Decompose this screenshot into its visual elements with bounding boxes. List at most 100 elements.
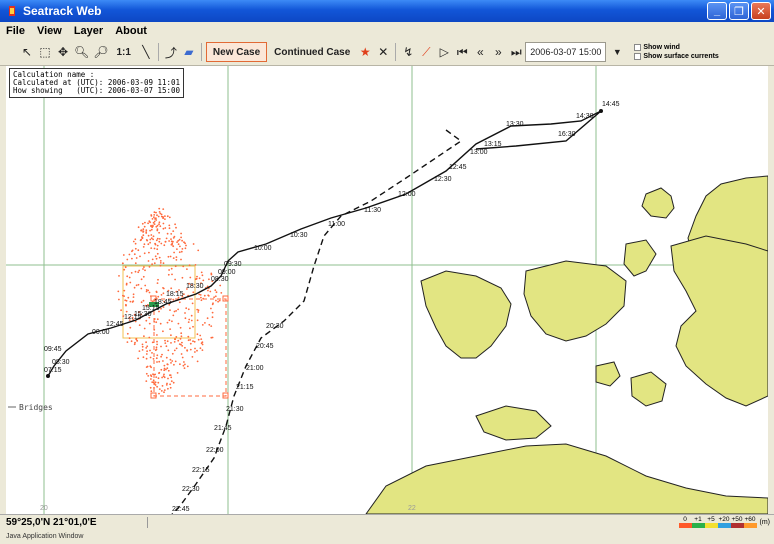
drift-particle — [164, 218, 166, 221]
drift-particle — [140, 229, 143, 232]
depth-swatch — [678, 523, 692, 528]
drift-particle — [142, 299, 145, 302]
drift-particle — [188, 264, 191, 267]
depth-label: 0 — [683, 516, 687, 523]
search-corner-handle[interactable] — [150, 295, 157, 302]
continued-case-button[interactable]: Continued Case — [274, 46, 351, 58]
delete-icon: ✕ — [378, 45, 389, 59]
map-canvas[interactable]: 14:45 14:30 13:30 13:15 16:30 13:00 12:4… — [6, 66, 768, 514]
drift-particle — [178, 238, 181, 241]
track-label: 11:00 — [328, 221, 345, 228]
drift-particle — [141, 349, 144, 351]
drift-particle — [185, 307, 188, 310]
drift-particle — [170, 380, 173, 383]
route-button[interactable]: ⤴ — [162, 42, 180, 62]
menu-view[interactable]: View — [36, 24, 62, 37]
drift-particle — [163, 367, 166, 370]
show-currents-checkbox[interactable]: Show surface currents — [634, 52, 719, 61]
drift-particle — [150, 378, 152, 380]
select-tool-button[interactable]: ↖ — [18, 42, 36, 62]
track-label: 20:30 — [266, 323, 284, 330]
drift-particle — [157, 295, 160, 298]
drift-particle — [151, 352, 153, 354]
drift-particle — [200, 338, 203, 340]
drift-particle — [149, 238, 152, 241]
drift-particle — [147, 243, 150, 246]
drift-particle — [158, 388, 161, 390]
drift-particle — [141, 343, 144, 346]
pan-button[interactable]: ✥ — [54, 42, 72, 62]
pan-icon: ✥ — [57, 45, 69, 59]
drift-particle — [168, 269, 171, 271]
step-forward-button[interactable]: » — [489, 42, 507, 62]
status-bar: 59°25,0'N 21°01,0'E 0 +1 +5 +20 +50 +60 (m) — [0, 514, 774, 530]
title-bar[interactable]: Seatrack Web _ ❐ ✕ — [0, 0, 774, 22]
drift-particle — [125, 299, 128, 302]
depth-unit: (m) — [759, 518, 771, 526]
maximize-button[interactable]: ❐ — [729, 2, 749, 20]
search-corner-handle[interactable] — [150, 392, 157, 399]
drift-particle — [184, 247, 187, 250]
drift-particle — [169, 386, 172, 389]
zoom-in-button[interactable]: 🔍︎ — [72, 42, 91, 62]
first-frame-button[interactable]: ⏮ — [453, 42, 471, 62]
drift-particle — [180, 335, 183, 338]
measure-icon: ╲ — [142, 45, 150, 59]
track-label: 08:30 — [52, 359, 70, 366]
last-frame-button[interactable]: ⏭ — [507, 42, 525, 62]
step-back-button[interactable]: « — [471, 42, 489, 62]
drift-particle — [138, 269, 141, 272]
datetime-select[interactable]: 2006-03-07 15:00 — [525, 42, 607, 62]
delete-button[interactable]: ✕ — [374, 42, 392, 62]
zoom-out-button[interactable]: 🔎︎ — [91, 42, 110, 62]
drift-particle — [147, 304, 149, 306]
drift-particle — [160, 294, 163, 296]
drift-particle — [168, 216, 171, 219]
play-button[interactable]: ▷ — [435, 42, 453, 62]
drift-particle — [156, 229, 159, 232]
toolbar: ↖ ⬚ ✥ 🔍︎ 🔎︎ 1:1 ╲ ⤴ ▰ New Case Continued… — [0, 39, 774, 66]
bridges-label: Bridges — [19, 403, 53, 412]
drift-particle — [125, 304, 127, 307]
drift-particle — [173, 341, 176, 343]
drift-particle — [185, 244, 187, 247]
drift-particle — [200, 299, 203, 302]
track-label: 08:30 — [211, 276, 229, 283]
drift-particle — [162, 292, 165, 295]
drift-particle — [160, 213, 163, 216]
drift-particle — [175, 290, 178, 293]
drift-particle — [150, 390, 153, 393]
datetime-dropdown-button[interactable]: ▼ — [608, 42, 626, 62]
new-case-button[interactable]: New Case — [205, 42, 268, 62]
minimize-button[interactable]: _ — [707, 2, 727, 20]
layer-button[interactable]: ▰ — [180, 42, 198, 62]
measure-button[interactable]: ╲ — [137, 42, 155, 62]
pointer-icon: ↖ — [21, 45, 33, 59]
zoom-1to1-button[interactable]: 1:1 — [116, 46, 131, 58]
menu-layer[interactable]: Layer — [73, 24, 104, 37]
drift-particle — [158, 238, 161, 240]
drift-particle — [158, 360, 161, 363]
search-corner-handle[interactable] — [222, 295, 229, 302]
menu-about[interactable]: About — [115, 24, 147, 37]
zoom-box-button[interactable]: ⬚ — [36, 42, 54, 62]
drift-particle — [155, 225, 158, 228]
menu-file[interactable]: File — [6, 24, 25, 37]
close-button[interactable]: ✕ — [751, 2, 771, 20]
drift-particle — [142, 275, 145, 278]
drift-particle — [148, 251, 150, 254]
drift-particle — [148, 322, 151, 325]
drift-particle — [167, 349, 170, 352]
drift-particle — [153, 223, 156, 226]
drift-particle — [149, 229, 152, 232]
drift-object-marker[interactable] — [149, 302, 159, 307]
search-corner-handle[interactable] — [222, 392, 229, 399]
drift-tool-button[interactable]: ⟋ — [417, 42, 435, 62]
star-button[interactable]: ★ — [356, 42, 374, 62]
drift-particle — [168, 224, 171, 227]
drift-particle — [156, 354, 159, 357]
show-wind-checkbox[interactable]: Show wind — [634, 43, 718, 52]
drift-particle — [192, 340, 194, 343]
track-tool-button[interactable]: ↯ — [399, 42, 417, 62]
drift-particle — [118, 298, 120, 301]
